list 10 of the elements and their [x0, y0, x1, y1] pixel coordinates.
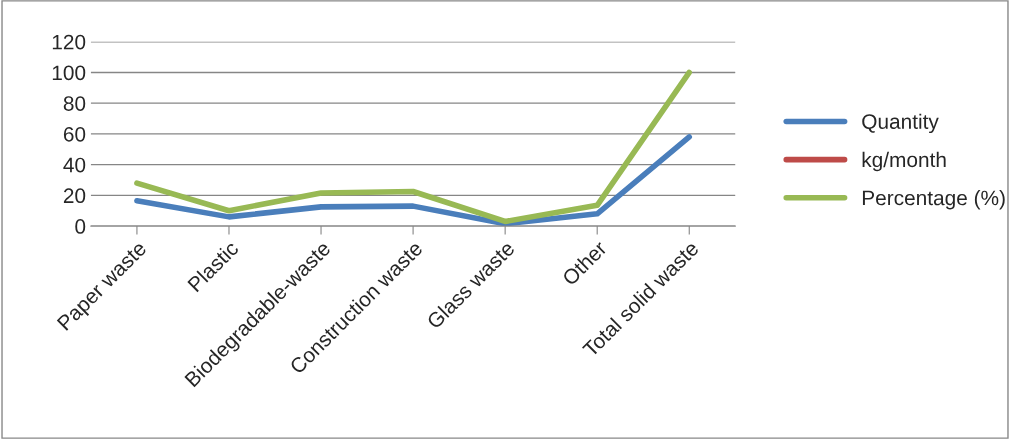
y-tick-label: 60 — [63, 126, 86, 142]
legend-label: Quantity — [862, 113, 939, 134]
y-tick-label: 40 — [63, 157, 86, 173]
y-tick-label: 80 — [63, 96, 86, 111]
y-tick-label: 20 — [63, 188, 86, 204]
legend-label: kg/month — [862, 151, 946, 172]
y-tick-label: 120 — [52, 34, 86, 50]
y-tick-label: 100 — [52, 65, 86, 81]
legend-label: Percentage (%) — [862, 190, 1005, 210]
y-tick-label: 0 — [75, 219, 86, 234]
